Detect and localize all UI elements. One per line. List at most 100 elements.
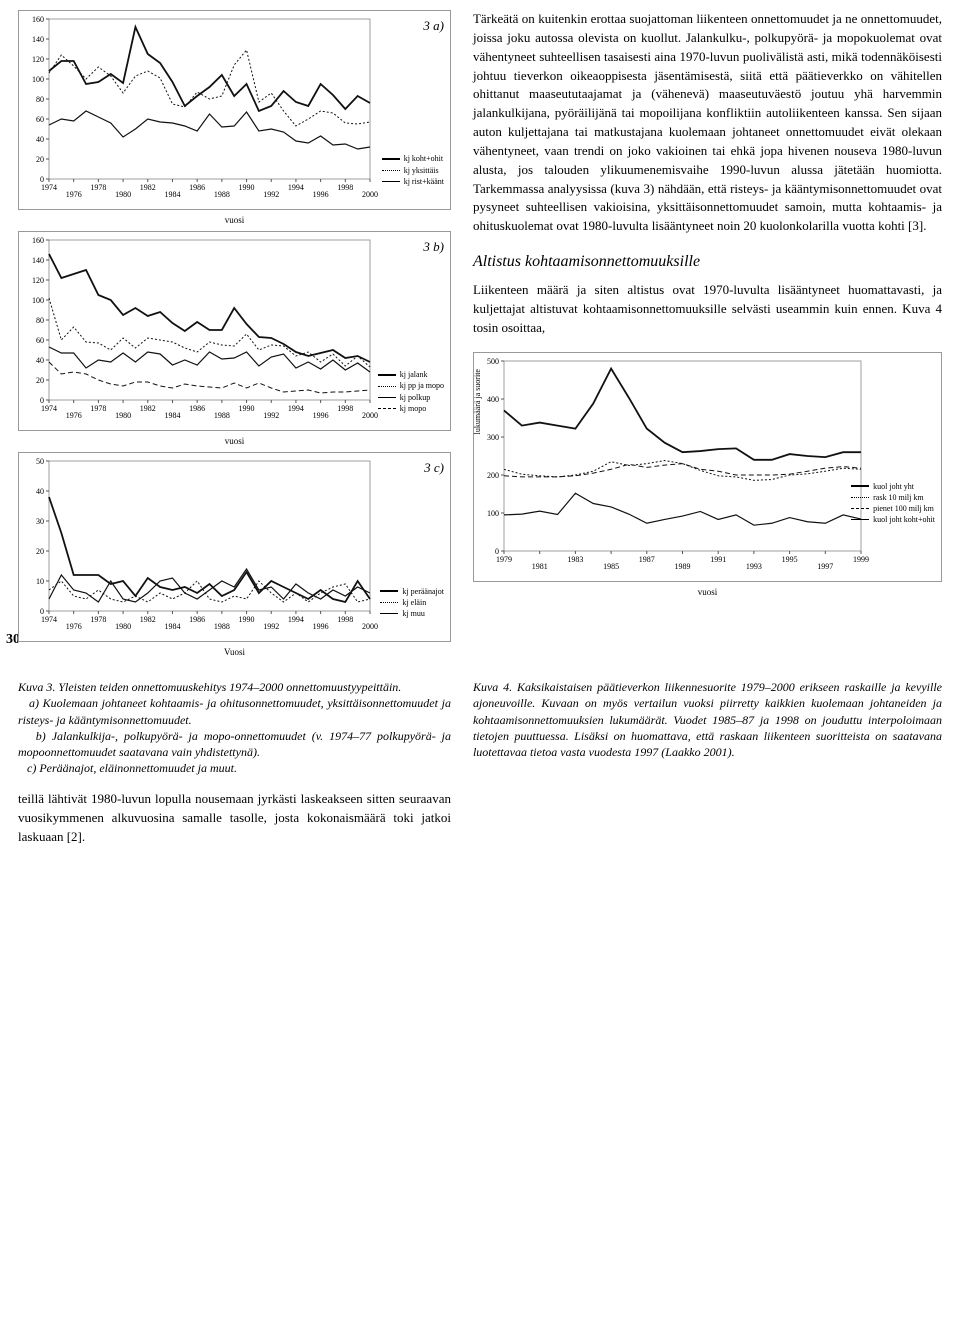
svg-text:140: 140: [32, 256, 44, 265]
leg-3c-2: kj eläin: [402, 597, 426, 608]
svg-text:1990: 1990: [239, 615, 255, 624]
svg-text:60: 60: [36, 336, 44, 345]
svg-text:1974: 1974: [41, 183, 57, 192]
svg-text:20: 20: [36, 547, 44, 556]
leg-3b-4: kj mopo: [400, 403, 426, 414]
svg-text:2000: 2000: [362, 622, 378, 631]
svg-text:1989: 1989: [674, 562, 690, 571]
svg-text:100: 100: [487, 509, 499, 518]
svg-text:1998: 1998: [337, 404, 353, 413]
svg-text:300: 300: [487, 433, 499, 442]
svg-text:30: 30: [36, 517, 44, 526]
svg-text:1974: 1974: [41, 615, 57, 624]
svg-text:1991: 1991: [710, 555, 726, 564]
svg-text:1982: 1982: [140, 183, 156, 192]
caption-4: Kuva 4. Kaksikaistaisen päätieverkon lii…: [473, 679, 942, 760]
svg-text:160: 160: [32, 15, 44, 24]
svg-text:1980: 1980: [115, 190, 131, 199]
svg-text:20: 20: [36, 376, 44, 385]
svg-text:1984: 1984: [164, 190, 180, 199]
svg-text:1981: 1981: [532, 562, 548, 571]
leg-3a-3: kj rist+käänt: [404, 176, 444, 187]
leg-3b-3: kj polkup: [400, 392, 430, 403]
svg-text:1997: 1997: [817, 562, 833, 571]
chart-3b-label: 3 b): [423, 238, 444, 257]
chart-4: lukumäärä ja suorite 0100200300400500197…: [473, 352, 942, 582]
svg-text:1995: 1995: [782, 555, 798, 564]
svg-text:1984: 1984: [164, 622, 180, 631]
svg-text:1990: 1990: [239, 183, 255, 192]
svg-text:1992: 1992: [263, 190, 279, 199]
svg-text:1978: 1978: [90, 183, 106, 192]
svg-text:1982: 1982: [140, 615, 156, 624]
leg-4-2: rask 10 milj km: [873, 492, 923, 503]
svg-text:1984: 1984: [164, 411, 180, 420]
svg-text:1976: 1976: [66, 190, 82, 199]
svg-text:1980: 1980: [115, 411, 131, 420]
svg-text:1988: 1988: [214, 622, 230, 631]
svg-text:20: 20: [36, 155, 44, 164]
svg-text:40: 40: [36, 487, 44, 496]
leg-3b-2: kj pp ja mopo: [400, 380, 444, 391]
svg-text:400: 400: [487, 395, 499, 404]
svg-text:1996: 1996: [313, 190, 329, 199]
svg-text:100: 100: [32, 75, 44, 84]
svg-text:1988: 1988: [214, 190, 230, 199]
svg-text:2000: 2000: [362, 411, 378, 420]
chart-3c-xaxis: Vuosi: [18, 646, 451, 659]
svg-text:1982: 1982: [140, 404, 156, 413]
svg-text:120: 120: [32, 55, 44, 64]
svg-text:1993: 1993: [746, 562, 762, 571]
leg-3a-1: kj koht+ohit: [404, 153, 443, 164]
chart-3a: 3 a) 02040608010012014016019741976197819…: [18, 10, 451, 210]
leg-4-1: kuol joht yht: [873, 481, 914, 492]
svg-text:1979: 1979: [496, 555, 512, 564]
svg-text:1990: 1990: [239, 404, 255, 413]
section-heading: Altistus kohtaamisonnettomuuksille: [473, 250, 942, 273]
chart-4-xaxis: vuosi: [473, 586, 942, 599]
chart-3c-label: 3 c): [424, 459, 444, 478]
svg-text:60: 60: [36, 115, 44, 124]
svg-text:1994: 1994: [288, 615, 304, 624]
para-1: Tärkeätä on kuitenkin erottaa suojattoma…: [473, 10, 942, 236]
svg-text:1992: 1992: [263, 622, 279, 631]
chart-3c: 3 c) 01020304050197419761978198019821984…: [18, 452, 451, 642]
svg-text:200: 200: [487, 471, 499, 480]
caption-3: Kuva 3. Yleisten teiden onnettomuuskehit…: [18, 679, 451, 776]
leg-3c-3: kj muu: [402, 608, 424, 619]
svg-text:80: 80: [36, 316, 44, 325]
chart-3a-xaxis: vuosi: [18, 214, 451, 227]
svg-text:1983: 1983: [567, 555, 583, 564]
para-bl: teillä lähtivät 1980-luvun lopulla nouse…: [18, 790, 451, 847]
svg-text:100: 100: [32, 296, 44, 305]
leg-3a-2: kj yksittäis: [404, 165, 439, 176]
leg-3c-1: kj peräänajot: [402, 586, 444, 597]
svg-text:40: 40: [36, 356, 44, 365]
svg-text:80: 80: [36, 95, 44, 104]
chart-3a-label: 3 a): [423, 17, 444, 36]
leg-4-4: kuol joht koht+ohit: [873, 514, 935, 525]
chart-4-ylabel: lukumäärä ja suorite: [472, 369, 484, 434]
chart-3b: 3 b) 02040608010012014016019741976197819…: [18, 231, 451, 431]
svg-text:120: 120: [32, 276, 44, 285]
chart-3b-xaxis: vuosi: [18, 435, 451, 448]
svg-text:10: 10: [36, 577, 44, 586]
svg-text:500: 500: [487, 357, 499, 366]
svg-text:140: 140: [32, 35, 44, 44]
svg-text:1994: 1994: [288, 183, 304, 192]
svg-text:1986: 1986: [189, 404, 205, 413]
svg-text:1976: 1976: [66, 411, 82, 420]
svg-text:1999: 1999: [853, 555, 869, 564]
para-2: Liikenteen määrä ja siten altistus ovat …: [473, 281, 942, 338]
svg-text:160: 160: [32, 236, 44, 245]
svg-text:50: 50: [36, 457, 44, 466]
svg-text:1976: 1976: [66, 622, 82, 631]
svg-text:1986: 1986: [189, 615, 205, 624]
leg-3b-1: kj jalank: [400, 369, 428, 380]
svg-text:1985: 1985: [603, 562, 619, 571]
svg-text:1992: 1992: [263, 411, 279, 420]
svg-text:1978: 1978: [90, 615, 106, 624]
svg-text:1996: 1996: [313, 411, 329, 420]
svg-text:2000: 2000: [362, 190, 378, 199]
svg-text:1987: 1987: [639, 555, 655, 564]
